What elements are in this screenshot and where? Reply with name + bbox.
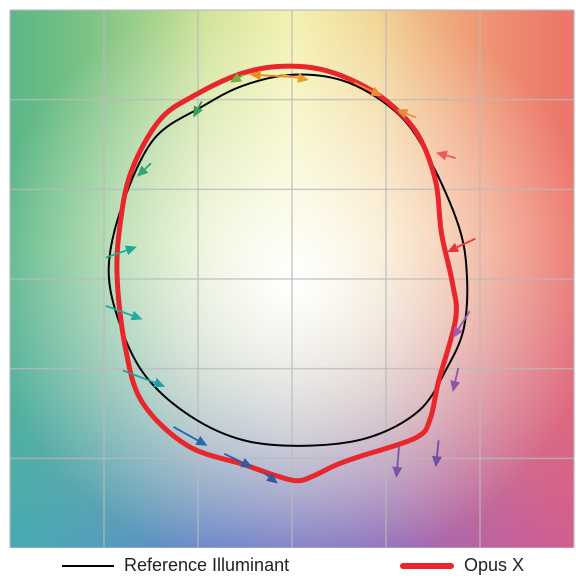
shift-arrow-15 <box>105 305 143 321</box>
shift-arrow-head <box>124 245 137 256</box>
shift-arrow-18 <box>193 101 203 118</box>
shift-arrow-7 <box>452 310 471 339</box>
shift-arrow-shaft <box>263 471 270 478</box>
shift-arrow-head <box>431 455 442 468</box>
shift-arrow-3 <box>353 81 383 97</box>
shift-arrow-shaft <box>456 237 476 249</box>
background-center-glow <box>0 0 576 548</box>
shift-arrow-head <box>240 458 253 468</box>
shift-arrow-head <box>193 105 203 118</box>
shift-arrow-head <box>450 380 461 392</box>
arrow-layer <box>105 70 476 484</box>
legend-label-reference: Reference Illuminant <box>124 555 290 575</box>
shift-arrow-4 <box>396 109 417 119</box>
shift-arrow-shaft <box>239 73 245 78</box>
shift-arrow-11 <box>263 471 278 484</box>
series-layer <box>107 63 469 484</box>
shift-arrow-shaft <box>457 310 471 330</box>
shift-arrow-6 <box>447 237 476 253</box>
shift-arrow-head <box>370 86 383 97</box>
legend-swatch-opus <box>400 562 454 569</box>
shift-arrow-head <box>297 72 309 83</box>
shift-arrow-head <box>136 165 149 177</box>
shift-arrow-head <box>452 326 463 339</box>
shift-arrow-8 <box>450 367 461 392</box>
shift-arrow-13 <box>173 426 208 446</box>
shift-arrow-shaft <box>406 112 417 119</box>
shift-arrow-head <box>392 466 403 479</box>
shift-arrow-shaft <box>173 426 199 442</box>
legend-item-opus: Opus X <box>400 555 524 576</box>
shift-arrow-head <box>249 70 261 81</box>
shift-arrow-head <box>435 150 448 161</box>
shift-arrow-16 <box>105 245 137 259</box>
shift-arrow-head <box>153 378 166 388</box>
shift-arrow-14 <box>122 369 166 388</box>
legend-swatch-reference <box>62 564 114 567</box>
series-line-reference-illuminant <box>107 73 469 447</box>
color-vector-chart <box>0 0 576 548</box>
shift-arrow-10 <box>392 445 403 479</box>
shift-arrow-shaft <box>454 367 460 382</box>
shift-arrow-shaft <box>122 369 156 384</box>
shift-arrow-shaft <box>105 305 133 317</box>
shift-arrow-17 <box>136 162 152 177</box>
legend-label-opus: Opus X <box>464 555 525 575</box>
shift-arrow-2 <box>280 72 309 83</box>
shift-arrow-shaft <box>144 162 152 170</box>
legend-item-reference: Reference Illuminant <box>62 555 289 576</box>
shift-arrow-head <box>130 310 143 321</box>
shift-arrow-9 <box>431 440 442 468</box>
plot-background <box>0 0 576 548</box>
shift-arrow-head <box>396 109 409 119</box>
shift-arrow-12 <box>223 453 253 468</box>
shift-arrow-head <box>195 436 208 446</box>
legend: Reference Illuminant Opus X <box>0 551 576 585</box>
shift-arrow-shaft <box>105 249 127 259</box>
shift-arrow-head <box>447 242 460 253</box>
grid-lines <box>9 9 575 548</box>
series-line-opus-x <box>114 63 459 484</box>
shift-arrow-shaft <box>396 445 401 468</box>
shift-arrow-shaft <box>353 81 373 93</box>
shift-arrow-head <box>266 472 278 484</box>
shift-arrow-shaft <box>446 154 456 159</box>
shift-arrow-head <box>229 72 242 83</box>
shift-arrow-5 <box>435 150 456 161</box>
shift-arrow-shaft <box>223 453 243 464</box>
shift-arrow-shaft <box>436 440 440 457</box>
shift-arrow-shaft <box>280 73 299 79</box>
shift-arrow-shaft <box>197 101 203 109</box>
shift-arrow-19 <box>229 72 245 83</box>
